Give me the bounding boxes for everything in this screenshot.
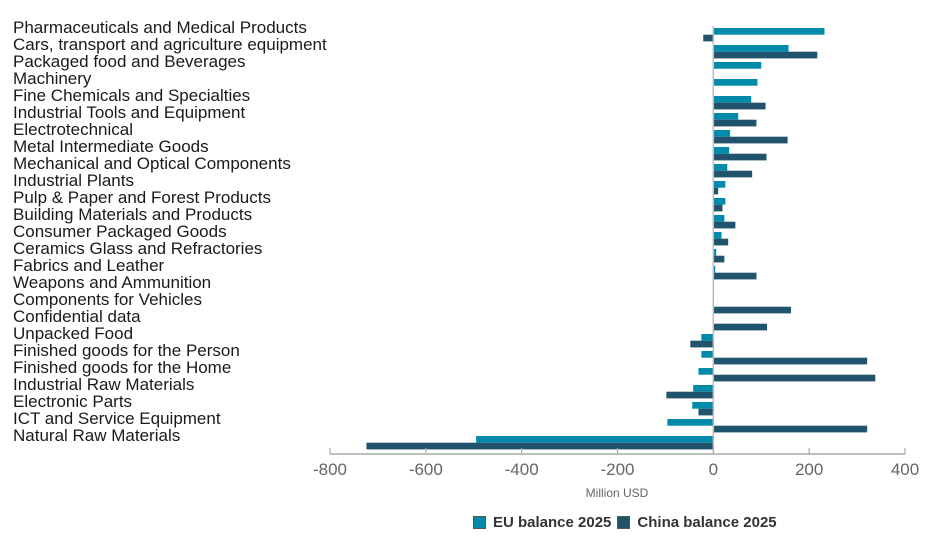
bar-china [713, 323, 767, 331]
legend-item-eu[interactable]: EU balance 2025 [473, 514, 611, 531]
category-label: Metal Intermediate Goods [13, 137, 209, 156]
bar-eu [713, 249, 717, 256]
category-label: ICT and Service Equipment [13, 409, 221, 428]
bar-eu [698, 368, 714, 375]
x-tick-label: -800 [313, 460, 347, 479]
bar-china [713, 153, 767, 161]
bar-eu [713, 266, 716, 273]
bar-china [713, 102, 766, 110]
bar-eu [713, 181, 726, 188]
legend-item-china[interactable]: China balance 2025 [617, 514, 777, 531]
bar-china [713, 272, 757, 280]
bar-china [713, 51, 818, 59]
category-label: Confidential data [13, 307, 141, 326]
x-axis-title: Million USD [586, 486, 649, 500]
bar-china [690, 340, 714, 348]
bar-eu [713, 45, 789, 52]
x-tick-label: -600 [409, 460, 443, 479]
category-label: Pulp & Paper and Forest Products [13, 188, 271, 207]
legend: EU balance 2025 China balance 2025 [473, 514, 783, 531]
category-label: Fabrics and Leather [13, 256, 165, 275]
x-axis: -800 -600 -400 -200 0 200 400 [313, 26, 919, 479]
category-label: Weapons and Ammunition [13, 273, 211, 292]
bar-china [713, 221, 736, 229]
legend-swatch-eu [473, 516, 486, 529]
legend-label-eu: EU balance 2025 [493, 514, 612, 531]
category-label: Machinery [13, 69, 92, 88]
category-label: Fine Chemicals and Specialties [13, 86, 250, 105]
category-label: Finished goods for the Person [13, 341, 240, 360]
bars [366, 28, 876, 450]
category-label: Cars, transport and agriculture equipmen… [13, 35, 327, 54]
bar-eu [701, 334, 714, 341]
bar-china [713, 255, 725, 263]
category-label: Ceramics Glass and Refractories [13, 239, 262, 258]
bar-china [713, 187, 719, 195]
bar-china [713, 238, 729, 246]
category-label: Mechanical and Optical Components [13, 154, 291, 173]
bar-china [666, 391, 714, 399]
category-label: Electrotechnical [13, 120, 133, 139]
x-tick-label: -400 [505, 460, 539, 479]
category-label: Packaged food and Beverages [13, 52, 246, 71]
x-tick-label: 400 [891, 460, 919, 479]
bar-china [713, 204, 723, 212]
category-label: Building Materials and Products [13, 205, 252, 224]
category-label: Components for Vehicles [13, 290, 202, 309]
bar-eu [713, 130, 731, 137]
legend-label-china: China balance 2025 [637, 514, 777, 531]
x-tick-label: 200 [795, 460, 823, 479]
bar-eu [713, 113, 739, 120]
category-label: Electronic Parts [13, 392, 132, 411]
bar-china [713, 357, 868, 365]
category-labels: Pharmaceuticals and Medical ProductsCars… [13, 18, 327, 445]
bar-china [713, 136, 788, 144]
bar-china [366, 442, 714, 450]
bar-eu [713, 164, 728, 171]
bar-eu [713, 147, 730, 154]
category-label: Industrial Tools and Equipment [13, 103, 245, 122]
bar-china [713, 170, 753, 178]
bar-china [713, 425, 868, 433]
bar-eu [667, 419, 714, 426]
category-label: Industrial Raw Materials [13, 375, 194, 394]
x-tick-label: -200 [600, 460, 634, 479]
bar-eu [713, 96, 752, 103]
bar-eu [713, 232, 722, 239]
bar-china [703, 34, 714, 42]
x-tick-label: 0 [709, 460, 718, 479]
category-label: Finished goods for the Home [13, 358, 231, 377]
bar-eu [713, 79, 758, 86]
bar-eu [692, 402, 714, 409]
bar-eu [693, 385, 714, 392]
category-label: Natural Raw Materials [13, 426, 180, 445]
category-label: Unpacked Food [13, 324, 133, 343]
bar-eu [713, 28, 825, 35]
bar-eu [476, 436, 714, 443]
bar-eu [713, 62, 762, 69]
legend-swatch-china [617, 516, 631, 529]
category-label: Consumer Packaged Goods [13, 222, 227, 241]
category-label: Pharmaceuticals and Medical Products [13, 18, 307, 37]
bar-china [698, 408, 714, 416]
bar-eu [701, 351, 714, 358]
bar-china [713, 374, 876, 382]
category-label: Industrial Plants [13, 171, 134, 190]
bar-china [713, 306, 791, 314]
bar-eu [713, 198, 726, 205]
bar-eu [713, 215, 725, 222]
bar-china [713, 119, 757, 127]
